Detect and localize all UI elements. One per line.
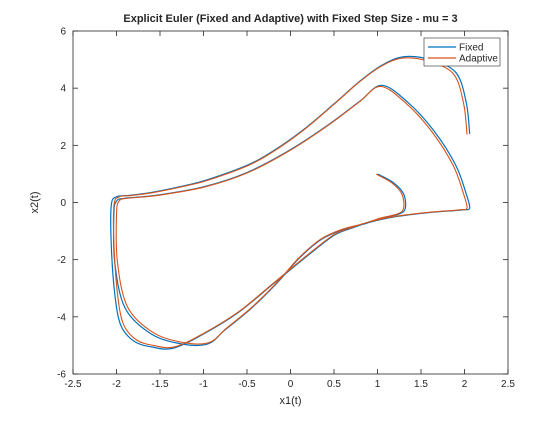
x-axis-label: x1(t): [280, 395, 302, 407]
y-axis-label: x2(t): [29, 192, 41, 214]
x-tick-label: -1: [199, 379, 208, 390]
plot-area: [73, 31, 508, 374]
x-tick-label: 2: [462, 379, 468, 390]
x-tick-label: -2: [112, 379, 121, 390]
x-tick-label: -1.5: [151, 379, 169, 390]
y-tick-label: -2: [57, 255, 66, 266]
legend-label-fixed: Fixed: [459, 43, 483, 54]
y-tick-label: 2: [60, 141, 66, 152]
x-tick-label: -2.5: [64, 379, 82, 390]
x-tick-label: 2.5: [501, 379, 515, 390]
y-tick-label: -4: [57, 312, 66, 323]
y-tick-label: 0: [60, 198, 66, 209]
y-tick-label: 4: [60, 84, 66, 95]
x-tick-label: 0.5: [327, 379, 341, 390]
y-tick-label: -6: [57, 370, 66, 381]
y-tick-label: 6: [60, 27, 66, 38]
x-tick-label: 0: [288, 379, 294, 390]
x-tick-label: 1: [375, 379, 381, 390]
x-tick-label: 1.5: [414, 379, 428, 390]
chart-title: Explicit Euler (Fixed and Adaptive) with…: [123, 13, 457, 25]
x-tick-label: -0.5: [238, 379, 256, 390]
legend-label-adaptive: Adaptive: [459, 54, 498, 65]
